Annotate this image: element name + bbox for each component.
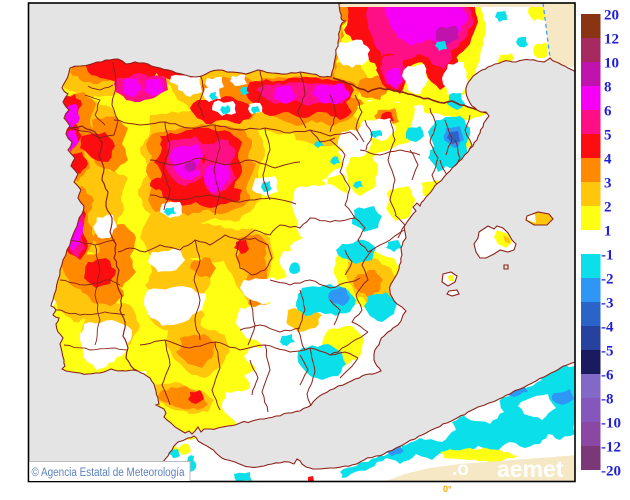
svg-text:10: 10: [604, 56, 619, 72]
svg-text:-4: -4: [601, 320, 614, 336]
svg-text:-1: -1: [601, 248, 614, 264]
svg-text:1: 1: [604, 224, 612, 240]
svg-text:-2: -2: [601, 272, 614, 288]
svg-text:-8: -8: [601, 392, 614, 408]
svg-text:-10: -10: [601, 416, 621, 432]
svg-text:aemet: aemet: [497, 456, 564, 482]
svg-text:2: 2: [604, 200, 612, 216]
svg-text:-6: -6: [601, 368, 614, 384]
svg-text:-20: -20: [601, 464, 621, 480]
svg-text:8: 8: [604, 80, 612, 96]
svg-text:12: 12: [604, 32, 619, 48]
svg-text:5: 5: [604, 128, 612, 144]
svg-text:.o: .o: [452, 459, 469, 480]
svg-text:3: 3: [604, 176, 612, 192]
svg-text:-12: -12: [601, 440, 621, 456]
svg-text:-3: -3: [601, 296, 614, 312]
svg-text:4: 4: [604, 152, 612, 168]
svg-text:6: 6: [604, 104, 612, 120]
svg-text:© Agencia Estatal de Meteorolo: © Agencia Estatal de Meteorología: [32, 467, 186, 479]
svg-text:0°: 0°: [443, 484, 452, 494]
svg-text:20: 20: [604, 8, 619, 24]
svg-text:-5: -5: [601, 344, 614, 360]
